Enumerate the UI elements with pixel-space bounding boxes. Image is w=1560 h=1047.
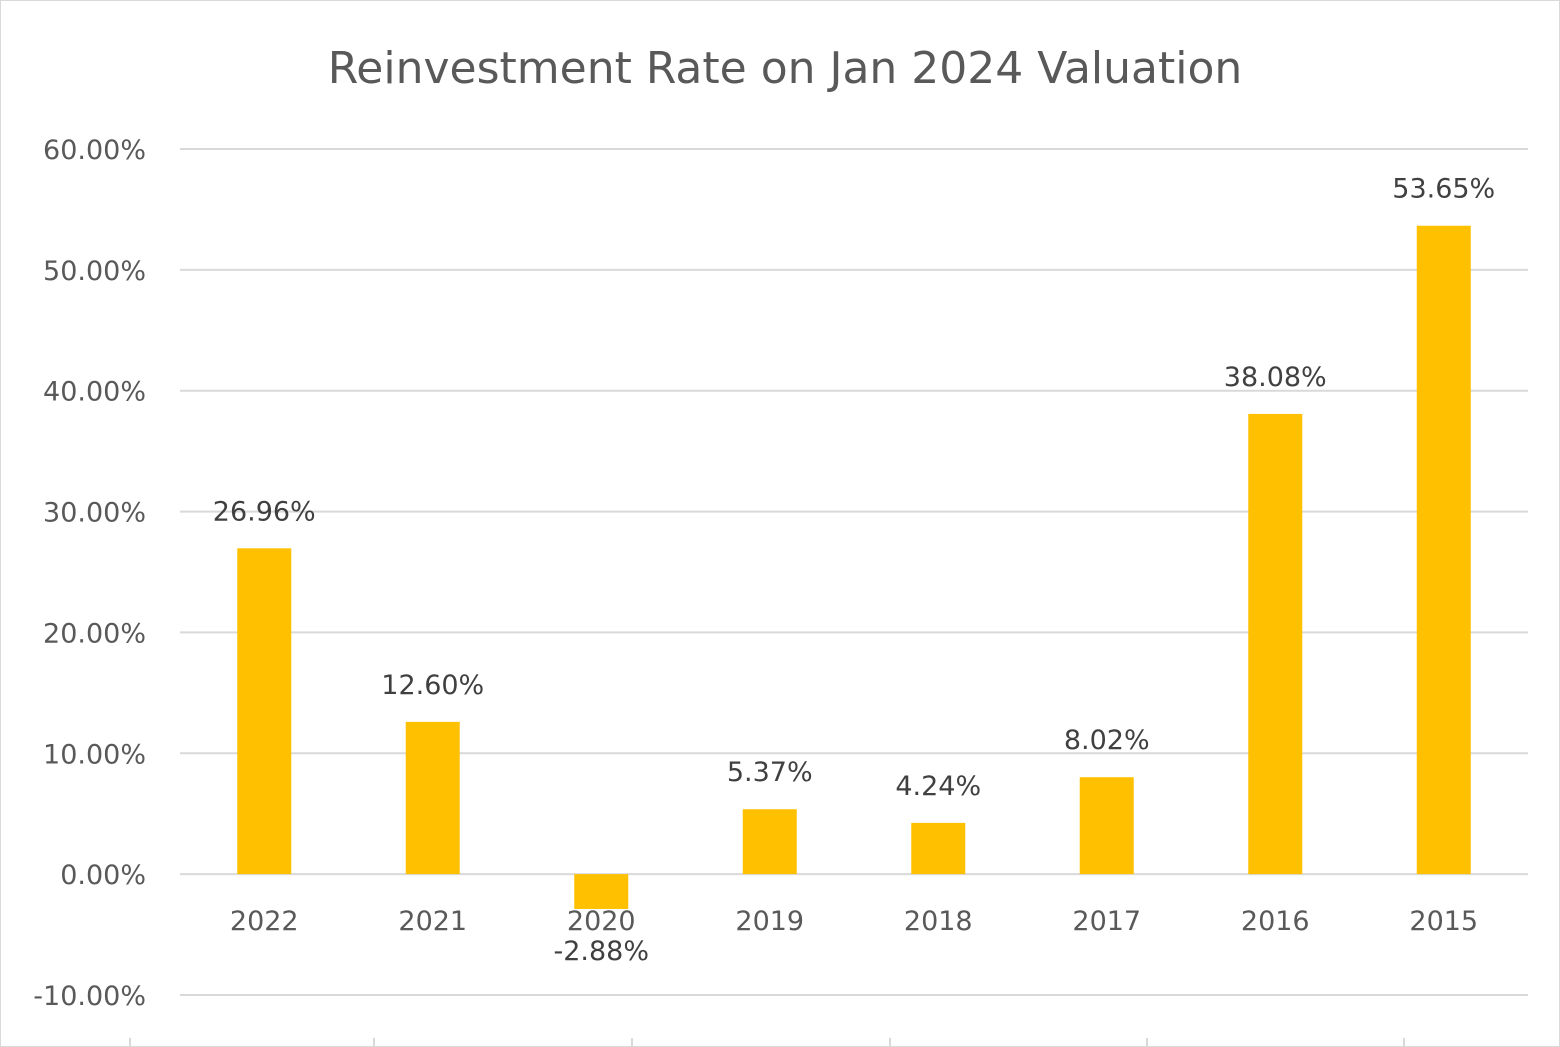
- y-tick-label: -10.00%: [33, 981, 146, 1012]
- x-tick-label: 2022: [230, 906, 299, 937]
- bar-2019: [742, 809, 797, 875]
- x-axis-ticks: 2022 2021 2020 2019 2018 2017 2016 2015: [129, 906, 1478, 1047]
- y-tick-label: 60.00%: [43, 135, 146, 166]
- x-tick-label: 2018: [904, 906, 973, 937]
- bar-2017: [1079, 777, 1134, 875]
- x-tick-label: 2017: [1072, 906, 1141, 937]
- bars: [237, 225, 1471, 909]
- data-label-2017: 8.02%: [1064, 725, 1150, 756]
- gridlines: [180, 148, 1528, 996]
- chart-title: Reinvestment Rate on Jan 2024 Valuation: [328, 43, 1243, 94]
- data-label-2016: 38.08%: [1224, 362, 1327, 393]
- data-label-2018: 4.24%: [895, 771, 981, 802]
- data-label-2021: 12.60%: [381, 670, 484, 701]
- y-tick-label: 10.00%: [43, 739, 146, 770]
- x-tick-label: 2019: [735, 906, 804, 937]
- data-label-2015: 53.65%: [1392, 174, 1495, 205]
- bar-2015: [1416, 225, 1471, 875]
- y-tick-label: 40.00%: [43, 377, 146, 408]
- data-label-2019: 5.37%: [727, 757, 813, 788]
- x-tick-label: 2020: [567, 906, 636, 937]
- bar-2022: [237, 548, 292, 875]
- bar-2020: [574, 874, 629, 909]
- bar-2021: [405, 721, 460, 875]
- data-label-2022: 26.96%: [213, 496, 316, 527]
- bar-2016: [1248, 413, 1303, 875]
- y-tick-label: 50.00%: [43, 256, 146, 287]
- y-tick-label: 30.00%: [43, 498, 146, 529]
- x-tick-label: 2021: [398, 906, 467, 937]
- y-tick-label: 20.00%: [43, 618, 146, 649]
- y-axis-ticks: 60.00% 50.00% 40.00% 30.00% 20.00% 10.00% 0.00…: [33, 135, 146, 1012]
- data-label-2020: -2.88%: [553, 936, 649, 967]
- x-tick-label: 2016: [1241, 906, 1310, 937]
- data-labels: 26.96% 12.60% -2.88% 5.37% 4.24% 8.02% 38.08% 5…: [213, 174, 1495, 967]
- bar-2018: [911, 822, 966, 875]
- y-tick-label: 0.00%: [60, 860, 146, 891]
- x-tick-label: 2015: [1409, 906, 1478, 937]
